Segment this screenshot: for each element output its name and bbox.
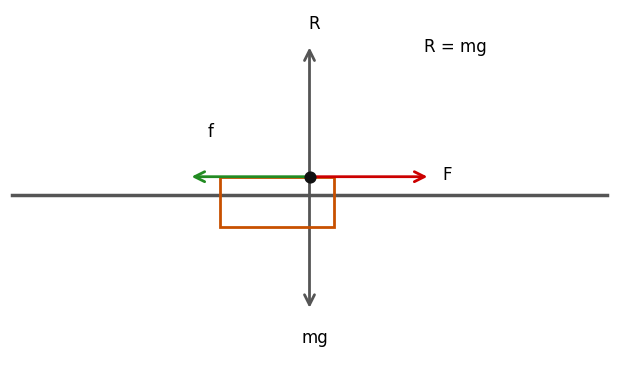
Text: f: f bbox=[207, 124, 214, 141]
Bar bbox=[220, 177, 334, 227]
Point bbox=[305, 174, 314, 180]
Text: mg: mg bbox=[301, 329, 328, 347]
Text: F: F bbox=[443, 166, 452, 184]
Text: R: R bbox=[309, 16, 320, 33]
Text: R = mg: R = mg bbox=[424, 38, 487, 55]
